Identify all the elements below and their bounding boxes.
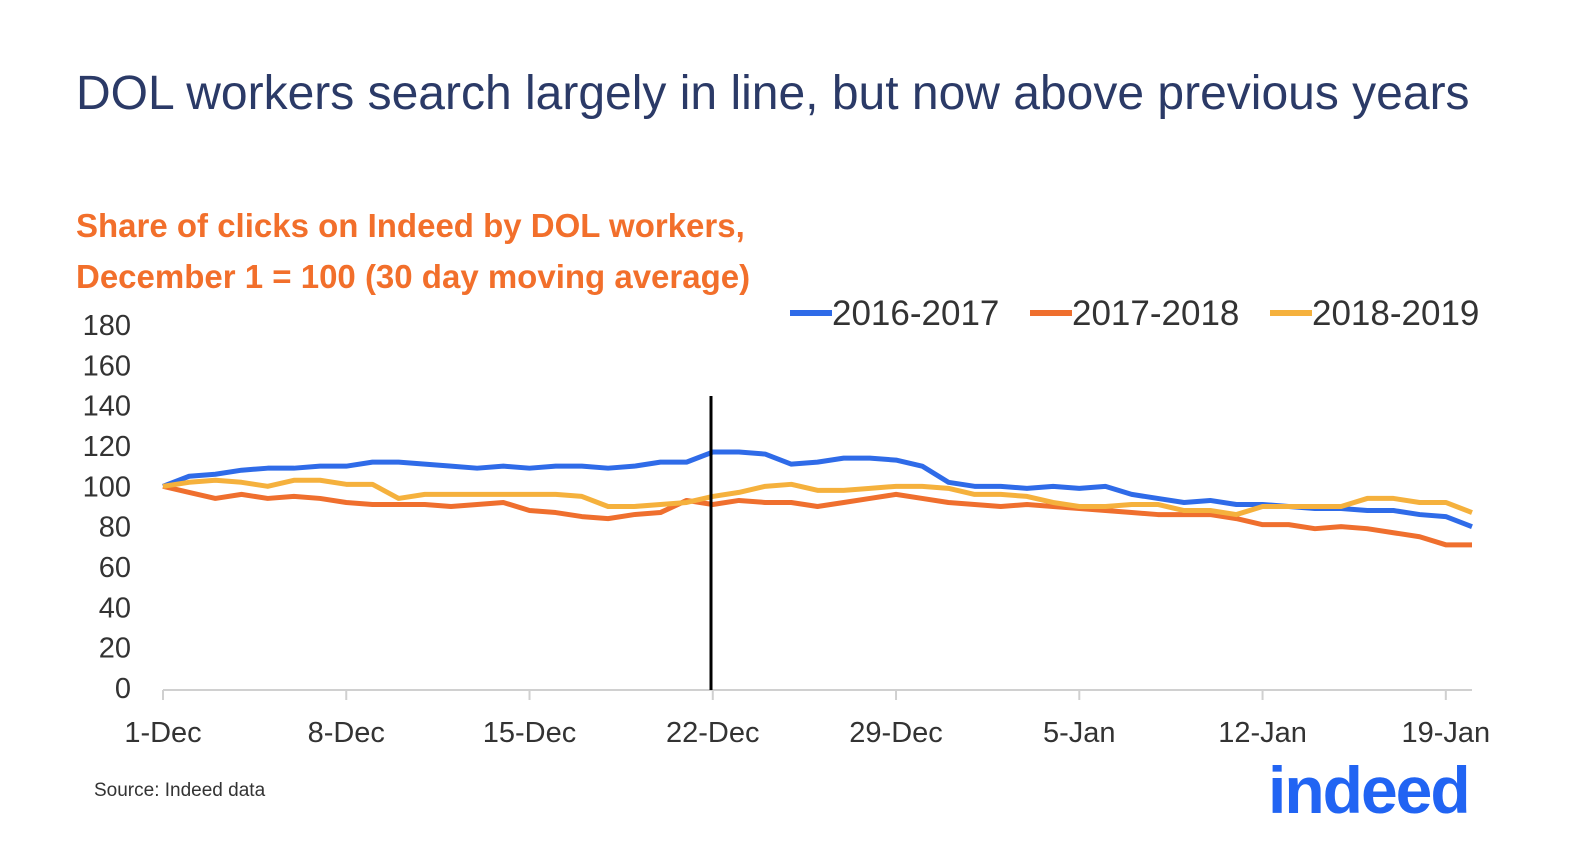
y-tick-label: 0 bbox=[115, 673, 131, 705]
y-tick-label: 180 bbox=[83, 310, 131, 342]
y-tick-label: 60 bbox=[99, 552, 131, 584]
series-line-2017-2018 bbox=[162, 483, 1472, 548]
y-tick-label: 80 bbox=[99, 512, 131, 544]
legend-label: 2016-2017 bbox=[832, 294, 999, 333]
y-tick-label: 160 bbox=[83, 350, 131, 382]
chart-title: DOL workers search largely in line, but … bbox=[76, 67, 1470, 120]
subtitle-line-2: December 1 = 100 (30 day moving average) bbox=[76, 258, 751, 295]
series-line-2018-2019 bbox=[162, 477, 1473, 518]
legend-label: 2018-2019 bbox=[1312, 294, 1479, 333]
chart-subtitle: Share of clicks on Indeed by DOL workers… bbox=[76, 200, 750, 302]
x-tick-label: 1-Dec bbox=[124, 717, 201, 749]
x-tick-label: 5-Jan bbox=[1043, 717, 1116, 749]
y-tick-label: 20 bbox=[99, 633, 131, 665]
subtitle-line-1: Share of clicks on Indeed by DOL workers… bbox=[76, 207, 745, 244]
indeed-logo: indeed bbox=[1268, 753, 1471, 827]
y-tick-label: 40 bbox=[99, 592, 131, 624]
x-tick-label: 15-Dec bbox=[483, 717, 577, 749]
y-tick-label: 140 bbox=[83, 391, 131, 423]
x-tick-label: 8-Dec bbox=[308, 717, 385, 749]
x-tick-label: 22-Dec bbox=[666, 717, 760, 749]
y-tick-label: 120 bbox=[83, 431, 131, 463]
series-line-2016-2017 bbox=[162, 449, 1473, 529]
legend-label: 2017-2018 bbox=[1072, 294, 1239, 333]
source-note: Source: Indeed data bbox=[94, 780, 266, 801]
x-tick-label: 19-Jan bbox=[1401, 717, 1490, 749]
y-tick-label: 100 bbox=[83, 471, 131, 503]
x-tick-label: 12-Jan bbox=[1218, 717, 1307, 749]
x-tick-label: 29-Dec bbox=[849, 717, 943, 749]
